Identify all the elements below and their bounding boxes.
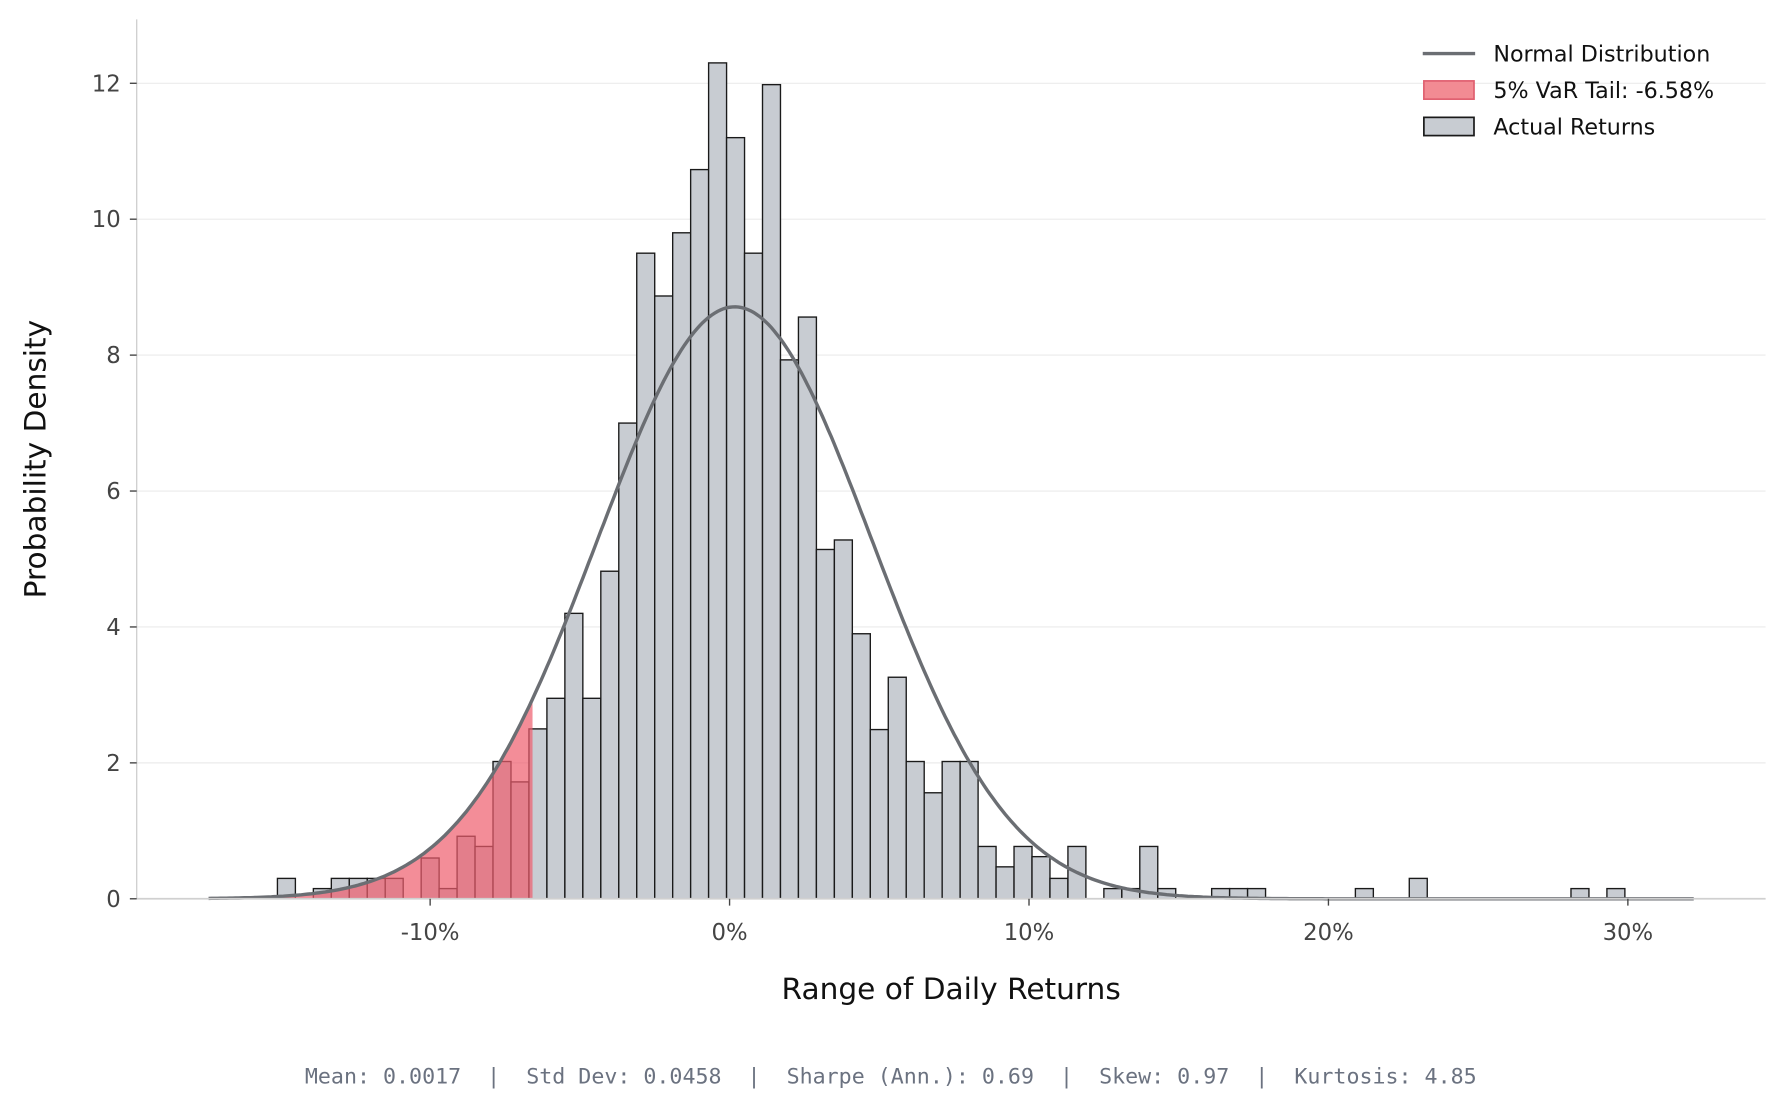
y-tick-label: 4 <box>106 615 120 641</box>
x-axis-label: Range of Daily Returns <box>782 972 1121 1006</box>
y-axis-label: Probability Density <box>19 320 53 598</box>
histogram-bar <box>600 570 620 900</box>
x-tick-label: 20% <box>1303 920 1354 946</box>
legend-label-normal: Normal Distribution <box>1493 42 1710 68</box>
histogram-bar <box>1031 855 1051 900</box>
histogram-bar <box>689 168 710 900</box>
histogram-bar <box>1013 845 1033 900</box>
x-tick-label: 0% <box>712 920 748 946</box>
histogram-bar <box>977 845 997 900</box>
var-tail-area <box>208 698 533 899</box>
histogram-bar <box>707 62 728 900</box>
x-tick-label: 10% <box>1004 920 1055 946</box>
histogram-bar <box>761 83 782 900</box>
x-tick-label: 30% <box>1603 920 1654 946</box>
histogram-bar <box>636 252 656 900</box>
x-tick-label: -10% <box>401 920 460 946</box>
histogram-bar <box>833 539 854 900</box>
legend-label-var-tail: 5% VaR Tail: -6.58% <box>1493 78 1714 104</box>
histogram-bar <box>995 866 1015 900</box>
histogram-bar <box>959 760 979 900</box>
histogram-bar <box>1103 887 1123 900</box>
histogram-bar <box>1049 877 1069 900</box>
histogram-bar <box>546 697 566 900</box>
histogram-bar <box>851 633 871 900</box>
histogram-bar <box>564 612 584 900</box>
histogram-bar <box>671 232 692 900</box>
stats-summary: Mean: 0.0017 | Std Dev: 0.0458 | Sharpe … <box>305 1064 1477 1089</box>
y-tick-label: 10 <box>92 207 121 233</box>
histogram-bar <box>725 136 746 900</box>
histogram-bar <box>582 697 602 900</box>
histogram-bar <box>743 252 764 900</box>
histogram-bar <box>654 295 674 900</box>
histogram-bar <box>869 728 889 900</box>
y-tick-label: 8 <box>106 343 120 369</box>
legend-swatch-var-tail <box>1423 80 1475 100</box>
legend-label-actual-returns: Actual Returns <box>1493 114 1655 140</box>
histogram-bar <box>941 760 961 900</box>
y-tick-label: 0 <box>106 887 120 913</box>
histogram-bar <box>923 792 943 900</box>
histogram-bar <box>797 316 818 900</box>
y-tick-label: 12 <box>92 71 121 97</box>
histogram-bar <box>1408 877 1428 900</box>
grid-lines <box>136 82 1766 764</box>
y-tick-label: 6 <box>106 479 120 505</box>
histogram-bar <box>618 422 638 900</box>
histogram-bar <box>887 676 907 900</box>
histogram-bar <box>905 760 925 900</box>
legend-swatch-actual-returns <box>1423 116 1475 137</box>
histogram-bar <box>815 548 836 900</box>
histogram-bar <box>779 359 800 900</box>
y-tick-label: 2 <box>106 751 120 777</box>
histogram-bars <box>276 62 1626 900</box>
axis-ticks: 0 2 4 6 8 10 12 -10% 0% 10% 20% 30% <box>92 71 1653 946</box>
legend: Normal Distribution 5% VaR Tail: -6.58% … <box>1422 42 1714 140</box>
